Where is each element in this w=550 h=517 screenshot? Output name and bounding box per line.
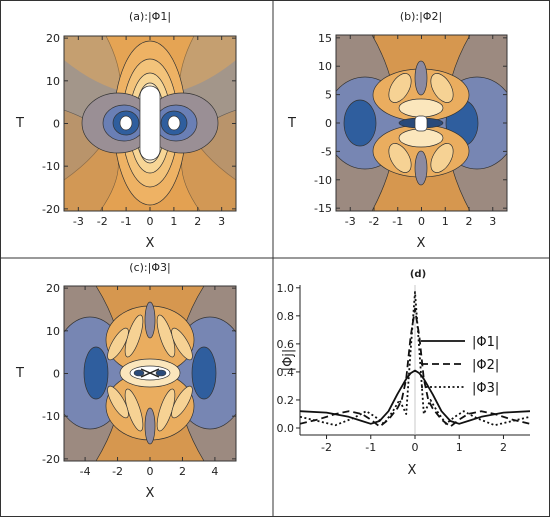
y-tick-label: -20: [42, 453, 60, 466]
y-tick-label: 10: [46, 325, 60, 338]
panel-c-contours: [64, 286, 236, 461]
y-tick-label: -10: [314, 174, 332, 187]
x-tick-label: 3: [489, 215, 496, 228]
y-tick-label: -15: [314, 202, 332, 215]
x-tick-label: 2: [466, 215, 473, 228]
y-tick-label: -10: [42, 160, 60, 173]
panel-b-contours: [336, 35, 507, 211]
x-tick-label: -1: [365, 441, 376, 454]
panel-d-title: (d): [410, 269, 426, 280]
panel-c: (c):|Φ3| -4 -2 0 2 4-20-: [15, 261, 237, 501]
y-tick-label: 20: [46, 282, 60, 295]
panel-b-xlabel: X: [417, 236, 426, 251]
panel-d-series: [300, 291, 530, 428]
y-tick-label: -20: [42, 203, 60, 216]
y-tick-label: 20: [46, 32, 60, 45]
y-tick-label: 0.4: [277, 366, 295, 379]
x-tick-label: 2: [500, 441, 507, 454]
legend-label-3: |Φ3|: [472, 381, 499, 396]
x-tick-label: 2: [194, 215, 201, 228]
y-tick-label: 0: [53, 118, 60, 131]
panel-c-ylabel: T: [15, 366, 24, 381]
y-tick-label: 0.8: [277, 310, 295, 323]
x-tick-label: 3: [218, 215, 225, 228]
y-tick-label: -5: [321, 145, 332, 158]
x-tick-label: 0: [147, 215, 154, 228]
panel-d-axes: -2 -1 0 1 2 0.0 0.2 0.4 0.6 0.8 1.0: [277, 282, 530, 454]
series-line-1: [300, 369, 530, 425]
y-tick-label: 0: [325, 117, 332, 130]
y-tick-label: 5: [325, 89, 332, 102]
x-tick-label: 1: [170, 215, 177, 228]
legend-label-2: |Φ2|: [472, 358, 499, 373]
x-tick-label: 1: [442, 215, 449, 228]
x-tick-label: 1: [456, 441, 463, 454]
x-tick-label: -2: [369, 215, 380, 228]
panel-d-ylabel: |Φj|: [281, 349, 296, 372]
panel-c-title: (c):|Φ3|: [129, 261, 170, 274]
panel-a-xlabel: X: [146, 236, 155, 251]
panel-d-legend: |Φ1| |Φ2| |Φ3|: [421, 335, 499, 396]
x-tick-label: -3: [73, 215, 84, 228]
x-tick-label: 0: [412, 441, 419, 454]
x-tick-label: 4: [211, 465, 218, 478]
y-tick-label: 0: [53, 368, 60, 381]
y-tick-label: 10: [46, 75, 60, 88]
panel-b-ylabel: T: [287, 116, 296, 131]
series-line-3: [300, 291, 530, 427]
panel-b-title: (b):|Φ2|: [400, 10, 442, 23]
x-tick-label: -2: [112, 465, 123, 478]
x-tick-label: -2: [97, 215, 108, 228]
y-tick-label: 0.0: [277, 422, 295, 435]
x-tick-label: -4: [80, 465, 91, 478]
panel-a-contours: [64, 36, 236, 211]
y-tick-label: 15: [318, 32, 332, 45]
y-tick-label: 1.0: [277, 282, 295, 295]
y-tick-label: 0.6: [277, 338, 295, 351]
y-tick-label: -10: [42, 410, 60, 423]
legend-label-1: |Φ1|: [472, 335, 499, 350]
y-tick-label: 0.2: [277, 394, 295, 407]
panel-d: (d) -2 -1 0 1 20.00.20.40.60.81.0 |Φ1||Φ2||Φ…: [277, 269, 530, 478]
x-tick-label: -2: [321, 441, 332, 454]
panel-a-ylabel: T: [15, 116, 24, 131]
x-tick-label: 0: [418, 215, 425, 228]
y-tick-label: 10: [318, 60, 332, 73]
x-tick-label: -1: [392, 215, 403, 228]
x-tick-label: -3: [345, 215, 356, 228]
series-line-2: [300, 307, 530, 428]
panel-c-xlabel: X: [146, 486, 155, 501]
panel-a-title: (a):|Φ1|: [129, 10, 171, 23]
x-tick-label: 2: [179, 465, 186, 478]
panel-d-xlabel: X: [408, 463, 417, 478]
x-tick-label: 0: [147, 465, 154, 478]
x-tick-label: -1: [121, 215, 132, 228]
